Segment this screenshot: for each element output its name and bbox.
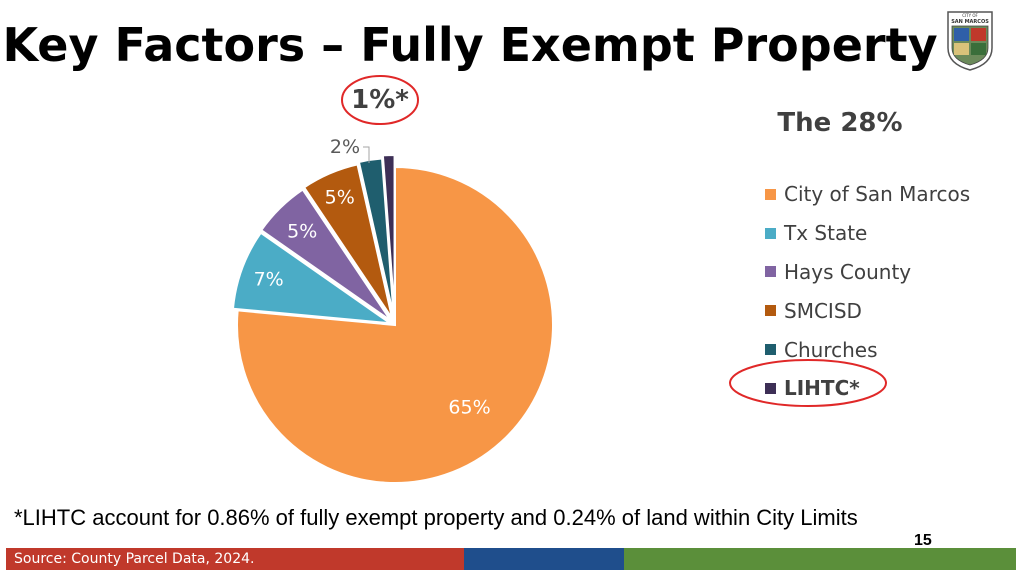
pie-data-label: 5% (325, 187, 355, 209)
legend-swatch (765, 305, 776, 317)
footer-bar-blue (464, 548, 624, 570)
legend-title: The 28% (777, 108, 903, 138)
legend-highlight-circle (729, 359, 887, 407)
legend-item: Tx State (765, 214, 1005, 253)
legend-swatch (765, 266, 776, 278)
legend-item: LIHTC* (765, 369, 1005, 408)
svg-text:SAN MARCOS: SAN MARCOS (951, 19, 989, 25)
city-seal-logo: CITY OF SAN MARCOS (947, 11, 993, 71)
pie-data-label: 1%* (351, 85, 409, 115)
pie-chart: 65% 7% 5% 5% 2% 1%* (231, 75, 554, 484)
pie-data-label: 7% (254, 269, 284, 291)
legend-item: Churches (765, 330, 1005, 369)
pie-slice-hays-county (259, 188, 392, 322)
legend-label: City of San Marcos (784, 182, 971, 207)
pie-slice-tx-state (231, 231, 394, 325)
leader-line (363, 146, 370, 163)
source-note: Source: County Parcel Data, 2024. (14, 551, 255, 567)
footnote: *LIHTC account for 0.86% of fully exempt… (14, 505, 858, 530)
legend-item: Hays County (765, 253, 1005, 292)
pie-slice-lihtc (381, 154, 396, 314)
pie-data-label: 65% (448, 397, 490, 419)
footer-bar (6, 548, 1016, 570)
chart-legend: City of San Marcos Tx State Hays County SMC… (765, 175, 1005, 408)
slide-title: Key Factors – Fully Exempt Property (2, 18, 938, 72)
pie-slice-churches (357, 157, 395, 317)
legend-label: Hays County (784, 259, 912, 284)
legend-swatch (765, 382, 776, 394)
pie-slice-smcisd (302, 163, 394, 320)
legend-swatch (765, 227, 776, 239)
legend-swatch (765, 344, 776, 356)
label-highlight-circle (341, 75, 419, 125)
legend-label: Churches (784, 337, 878, 362)
footer-bar-green (624, 548, 1016, 570)
legend-label: Tx State (784, 221, 868, 246)
page-number: 15 (914, 532, 932, 549)
legend-label: LIHTC* (784, 376, 860, 401)
pie-data-label: 2% (330, 136, 360, 158)
pie-slice-city-of-san-marcos (236, 165, 554, 484)
legend-label: SMCISD (784, 298, 862, 323)
footer-bar-red (6, 548, 464, 570)
legend-item: SMCISD (765, 291, 1005, 330)
legend-swatch (765, 188, 776, 200)
svg-text:CITY OF: CITY OF (962, 13, 978, 18)
pie-data-label: 5% (287, 221, 317, 243)
legend-item: City of San Marcos (765, 175, 1005, 214)
